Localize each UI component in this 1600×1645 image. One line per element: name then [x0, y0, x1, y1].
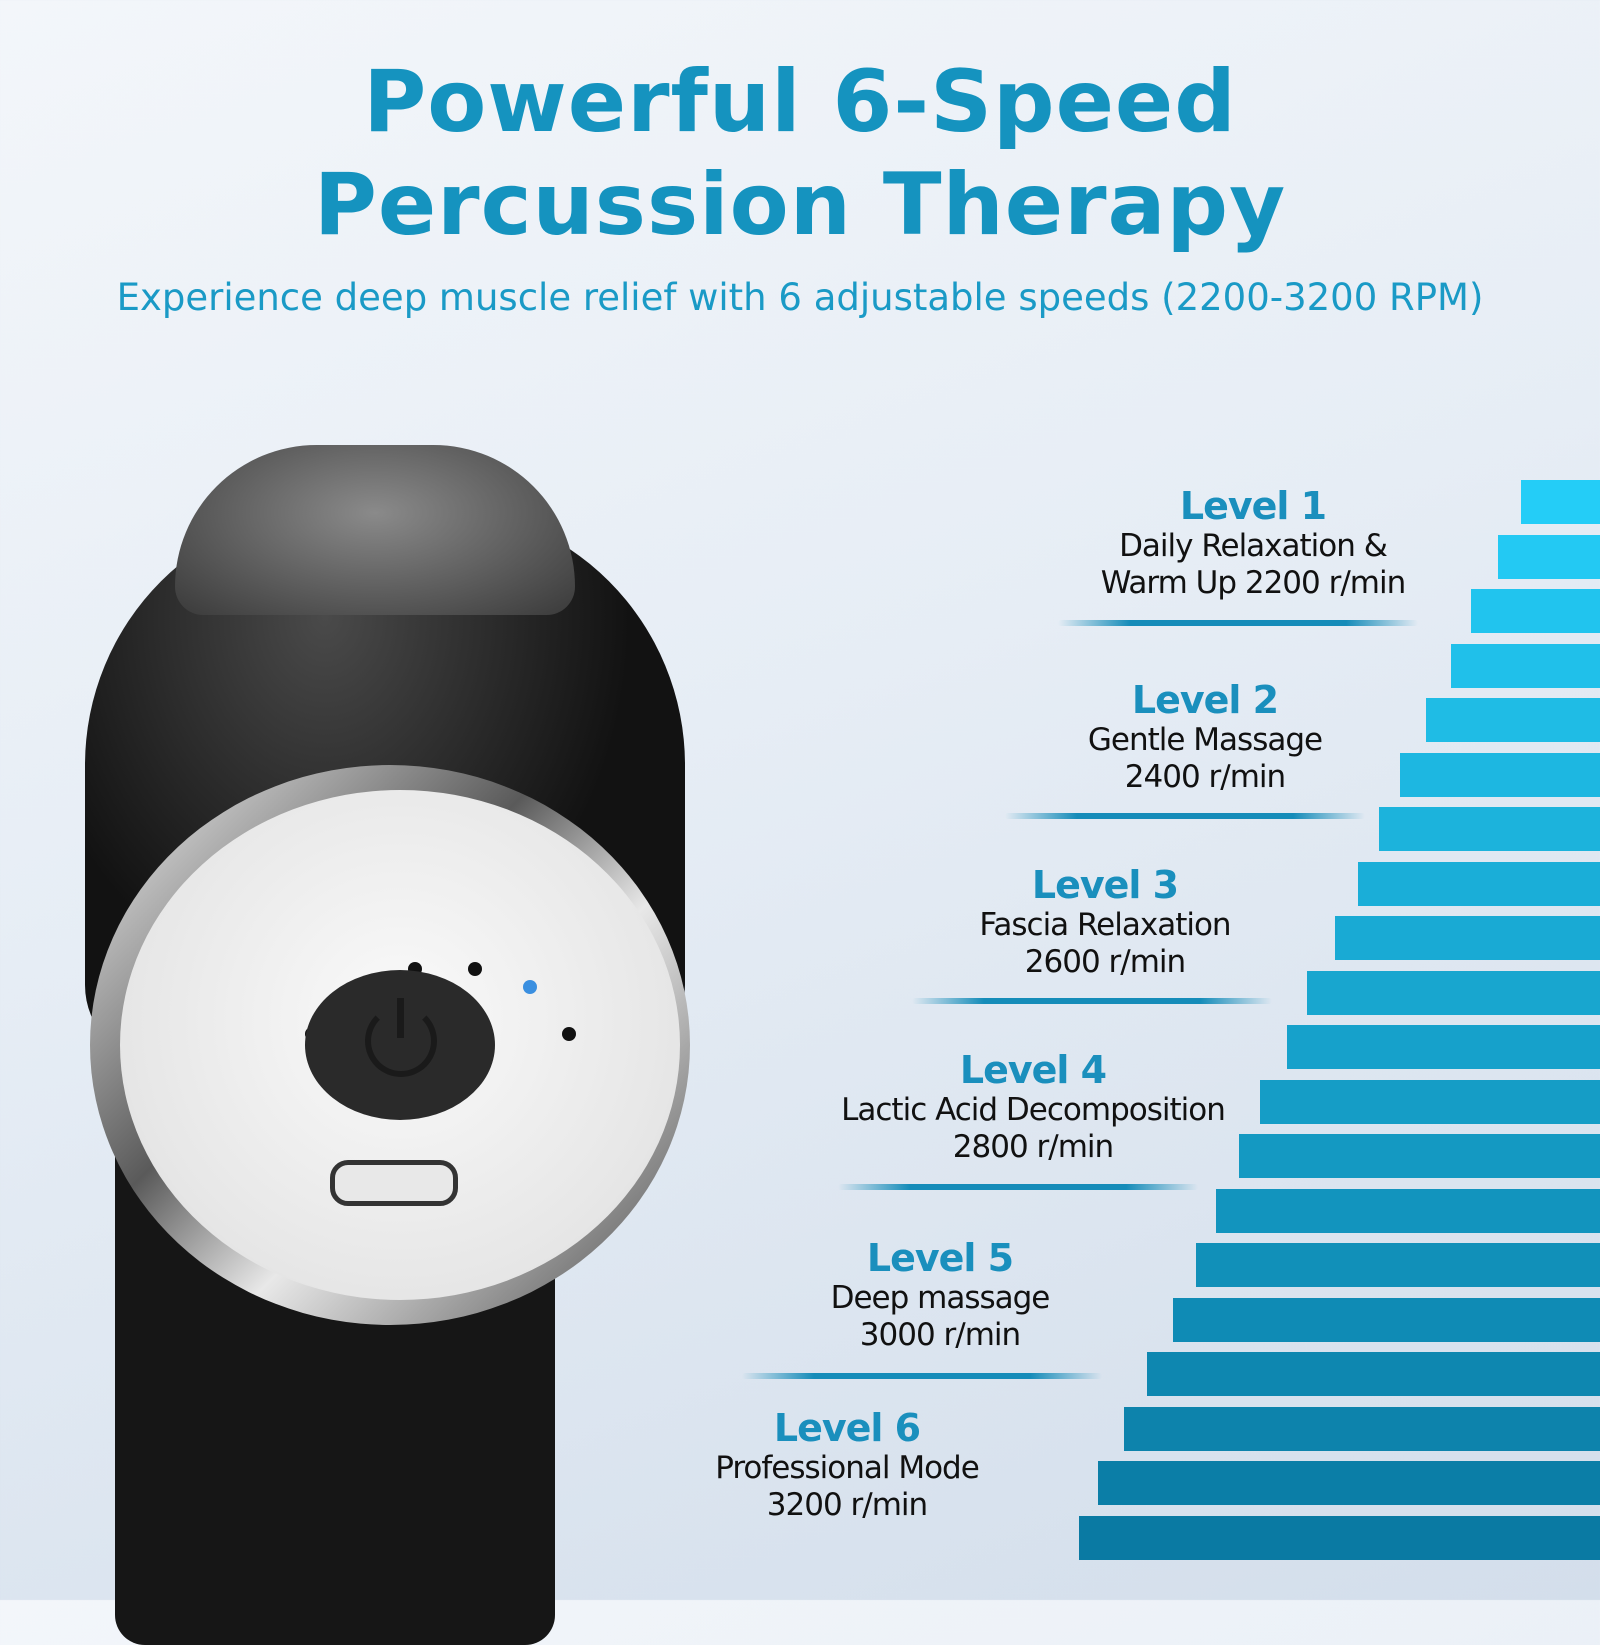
speed-bar: [1307, 970, 1600, 1015]
level-6: Level 6 Professional Mode 3200 r/min: [637, 1406, 1057, 1524]
level-divider: [742, 1373, 1102, 1379]
title-line-2: Percussion Therapy: [313, 155, 1287, 255]
speed-bar: [1124, 1406, 1600, 1451]
level-speed: 3200 r/min: [766, 1487, 928, 1523]
speed-bar: [1498, 534, 1600, 579]
speed-bar: [1079, 1515, 1600, 1560]
level-name: Level 3: [1031, 863, 1179, 907]
level-description: Lactic Acid Decomposition: [841, 1092, 1226, 1128]
level-speed: 2800 r/min: [952, 1129, 1114, 1165]
power-icon-line: [397, 998, 404, 1038]
speed-bar: [1358, 861, 1600, 906]
level-description: Deep massage: [830, 1280, 1051, 1316]
speed-bar: [1147, 1352, 1600, 1396]
speed-bar: [1426, 698, 1600, 742]
level-5: Level 5 Deep massage 3000 r/min: [730, 1236, 1150, 1354]
speed-bar: [1098, 1461, 1600, 1505]
level-name: Level 1: [1179, 484, 1327, 528]
level-divider: [838, 1184, 1198, 1190]
usb-c-port: [330, 1160, 458, 1206]
device-control-face: [120, 790, 680, 1300]
speed-bar: [1471, 589, 1600, 633]
speed-bar: [1335, 916, 1600, 960]
speed-bar: [1400, 752, 1600, 797]
level-3: Level 3 Fascia Relaxation 2600 r/min: [895, 863, 1315, 981]
speed-bar: [1287, 1025, 1600, 1069]
title-line-1: Powerful 6-Speed: [363, 52, 1237, 152]
level-4: Level 4 Lactic Acid Decomposition 2800 r…: [823, 1048, 1243, 1166]
level-name: Level 6: [773, 1406, 921, 1450]
level-name: Level 2: [1131, 678, 1279, 722]
massage-gun-image: [85, 445, 705, 1645]
level-speed: 2400 r/min: [1124, 759, 1286, 795]
level-2: Level 2 Gentle Massage 2400 r/min: [995, 678, 1415, 796]
level-description: Professional Mode: [715, 1450, 980, 1486]
speed-bar: [1521, 480, 1600, 524]
speed-indicator-dot: [468, 962, 482, 976]
speed-indicator-dot: [562, 1027, 576, 1041]
level-divider: [1005, 813, 1365, 819]
speed-bar: [1451, 643, 1600, 688]
subtitle: Experience deep muscle relief with 6 adj…: [116, 276, 1484, 319]
level-divider: [912, 998, 1272, 1004]
speed-bar: [1260, 1079, 1600, 1124]
power-button[interactable]: [305, 970, 495, 1120]
level-speed: Warm Up 2200 r/min: [1100, 565, 1407, 601]
speed-bar: [1239, 1134, 1600, 1178]
level-description: Gentle Massage: [1087, 722, 1323, 758]
speed-bar: [1196, 1243, 1600, 1287]
level-divider: [1058, 620, 1418, 626]
level-description: Daily Relaxation &: [1119, 528, 1388, 564]
speed-indicator-led: [523, 980, 537, 994]
level-speed: 2600 r/min: [1024, 944, 1186, 980]
level-description: Fascia Relaxation: [979, 907, 1231, 943]
power-icon: [365, 1005, 437, 1077]
level-1: Level 1 Daily Relaxation & Warm Up 2200 …: [1043, 484, 1463, 602]
speed-bar: [1216, 1188, 1600, 1233]
speed-bar: [1379, 807, 1600, 851]
device-dome: [175, 445, 575, 615]
speed-bar: [1173, 1297, 1600, 1342]
level-name: Level 4: [959, 1048, 1107, 1092]
level-speed: 3000 r/min: [859, 1317, 1021, 1353]
level-name: Level 5: [866, 1236, 1014, 1280]
